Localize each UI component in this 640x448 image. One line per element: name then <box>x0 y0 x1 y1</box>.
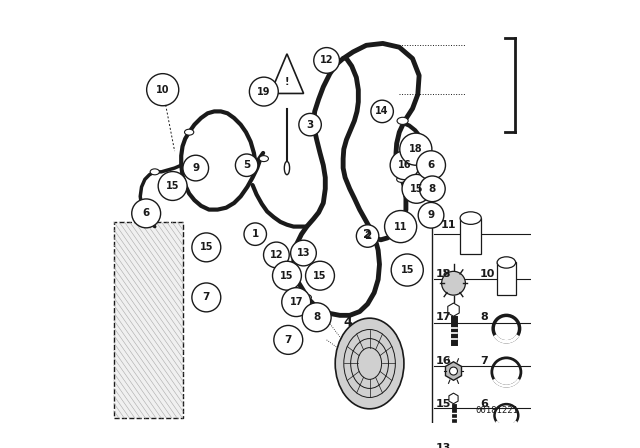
Text: 10: 10 <box>480 269 495 279</box>
Text: 2: 2 <box>364 228 372 241</box>
Text: !: ! <box>285 77 289 87</box>
Ellipse shape <box>259 155 268 162</box>
Text: 4: 4 <box>344 316 352 329</box>
Text: 17: 17 <box>436 312 451 322</box>
Text: 19: 19 <box>257 86 271 97</box>
Text: 11: 11 <box>394 222 408 232</box>
Circle shape <box>302 303 331 332</box>
Circle shape <box>236 154 258 177</box>
Circle shape <box>449 367 458 375</box>
Text: 13: 13 <box>297 248 310 258</box>
Circle shape <box>192 233 221 262</box>
Text: 15: 15 <box>280 271 294 281</box>
Text: 7: 7 <box>480 356 488 366</box>
Text: 15: 15 <box>410 184 423 194</box>
FancyBboxPatch shape <box>460 218 481 254</box>
Ellipse shape <box>335 318 404 409</box>
Circle shape <box>291 240 316 266</box>
Ellipse shape <box>184 129 194 135</box>
Ellipse shape <box>302 294 312 300</box>
Text: 7: 7 <box>285 335 292 345</box>
Circle shape <box>400 133 432 165</box>
Text: 9: 9 <box>192 163 199 173</box>
Text: 8: 8 <box>313 312 321 322</box>
Ellipse shape <box>397 177 406 182</box>
FancyBboxPatch shape <box>497 263 516 295</box>
Text: 15: 15 <box>166 181 179 191</box>
Circle shape <box>305 261 335 290</box>
Circle shape <box>282 288 310 317</box>
Circle shape <box>402 174 431 203</box>
Circle shape <box>385 211 417 243</box>
Text: 1: 1 <box>252 229 259 239</box>
Ellipse shape <box>150 169 159 175</box>
Circle shape <box>264 242 289 268</box>
Circle shape <box>183 155 209 181</box>
Ellipse shape <box>497 257 516 268</box>
Text: 15: 15 <box>313 271 327 281</box>
Circle shape <box>299 113 321 136</box>
Circle shape <box>132 199 161 228</box>
Text: 8: 8 <box>480 312 488 322</box>
Circle shape <box>391 254 423 286</box>
Text: 18: 18 <box>409 144 422 154</box>
Text: 6: 6 <box>143 208 150 218</box>
Ellipse shape <box>460 212 481 224</box>
Circle shape <box>147 73 179 106</box>
Circle shape <box>250 77 278 106</box>
Text: 15: 15 <box>436 399 451 409</box>
Text: 6: 6 <box>428 160 435 170</box>
Ellipse shape <box>284 161 289 175</box>
Circle shape <box>417 151 445 180</box>
Circle shape <box>274 325 303 354</box>
Circle shape <box>390 151 419 180</box>
Circle shape <box>158 172 187 200</box>
Text: 2: 2 <box>364 231 371 241</box>
Circle shape <box>273 261 301 290</box>
Text: 14: 14 <box>376 107 389 116</box>
Text: 18: 18 <box>436 269 451 279</box>
Text: 13: 13 <box>436 443 451 448</box>
Ellipse shape <box>321 58 332 65</box>
Circle shape <box>418 202 444 228</box>
Circle shape <box>356 225 379 247</box>
Text: 16: 16 <box>398 160 412 170</box>
Polygon shape <box>114 222 183 418</box>
Text: 12: 12 <box>269 250 283 260</box>
Text: 7: 7 <box>203 293 210 302</box>
Circle shape <box>419 176 445 202</box>
Circle shape <box>244 223 266 246</box>
Text: 9: 9 <box>428 210 435 220</box>
Text: 15: 15 <box>401 265 414 275</box>
Text: 6: 6 <box>480 399 488 409</box>
Text: 10: 10 <box>156 85 170 95</box>
Ellipse shape <box>397 117 408 125</box>
Text: 8: 8 <box>429 184 436 194</box>
Circle shape <box>371 100 394 123</box>
Circle shape <box>192 283 221 312</box>
Text: 16: 16 <box>436 356 451 366</box>
Circle shape <box>442 271 465 295</box>
Text: 15: 15 <box>200 242 213 252</box>
Text: 00181221: 00181221 <box>476 406 518 415</box>
Text: 11: 11 <box>440 220 456 230</box>
Text: 3: 3 <box>307 120 314 129</box>
Ellipse shape <box>253 231 262 237</box>
Circle shape <box>314 47 339 73</box>
Text: 5: 5 <box>243 160 250 170</box>
Text: 17: 17 <box>289 297 303 307</box>
Text: 12: 12 <box>320 56 333 65</box>
